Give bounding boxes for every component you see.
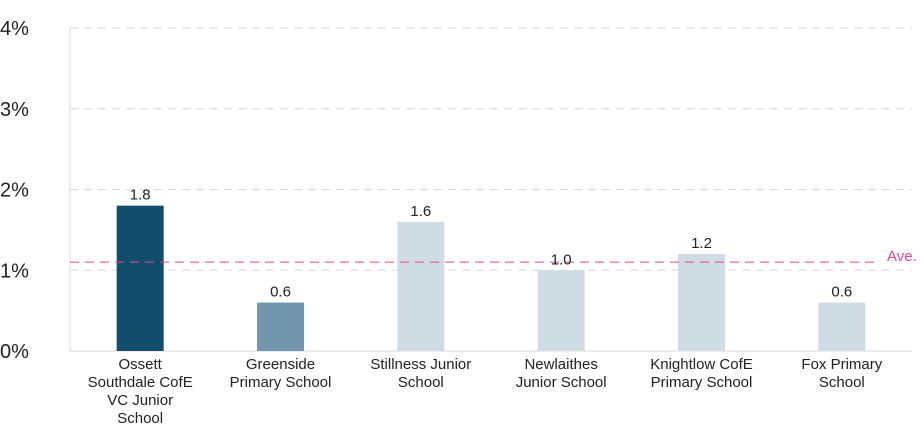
x-tick-label-line: Southdale CofE — [88, 374, 193, 391]
bars — [116, 205, 866, 351]
x-tick-label-line: VC Junior — [107, 392, 173, 409]
x-tick-label-line: Primary School — [651, 374, 753, 391]
x-tick-label-line: Greenside — [246, 356, 315, 373]
x-tick-label: Greenside Primary School — [230, 356, 332, 391]
x-tick-label-line: Junior School — [516, 374, 607, 391]
data-label: 1.6 — [410, 203, 431, 220]
x-tick-label: Ossett Southdale CofE VC Junior School — [88, 356, 193, 427]
x-tick-label-line: Primary School — [230, 374, 332, 391]
x-tick-label: Newlaithes Junior School — [516, 356, 607, 391]
y-tick-label: 3% — [0, 99, 29, 121]
x-tick-label-line: Stillness Junior — [370, 356, 471, 373]
y-tick-label: 0% — [0, 341, 29, 363]
x-tick-label-line: Fox Primary — [801, 356, 882, 373]
data-label: 0.6 — [831, 284, 852, 301]
bar — [116, 205, 164, 351]
axes — [69, 28, 912, 352]
gridlines — [70, 27, 912, 271]
bar — [678, 254, 725, 351]
x-tick-label: Fox Primary School — [801, 356, 882, 391]
y-tick-label: 4% — [0, 18, 29, 40]
y-tick-label: 2% — [0, 180, 29, 202]
data-label: 1.8 — [130, 187, 151, 204]
x-tick-label: Stillness Junior School — [370, 356, 471, 391]
bar — [397, 221, 445, 351]
x-tick-label: Knightlow CofE Primary School — [650, 356, 753, 391]
x-tick-label-line: School — [117, 410, 163, 427]
y-tick-label: 1% — [0, 260, 29, 282]
average-label: Ave. — [887, 248, 917, 265]
data-label: 1.2 — [691, 235, 712, 252]
bar — [537, 270, 585, 351]
x-tick-label-line: Knightlow CofE — [650, 356, 753, 373]
x-tick-label-line: Ossett — [118, 356, 162, 373]
data-label: 1.0 — [551, 251, 572, 268]
data-label: 0.6 — [270, 284, 291, 301]
x-tick-label-line: School — [819, 374, 865, 391]
x-tick-label-line: School — [398, 374, 444, 391]
x-tick-label-line: Newlaithes — [524, 356, 597, 373]
bar — [818, 302, 866, 351]
bar — [257, 302, 304, 351]
labels: 0% 1% 2% 3% 4% 1.8 Ossett Southdale CofE VC Juni… — [0, 18, 917, 427]
